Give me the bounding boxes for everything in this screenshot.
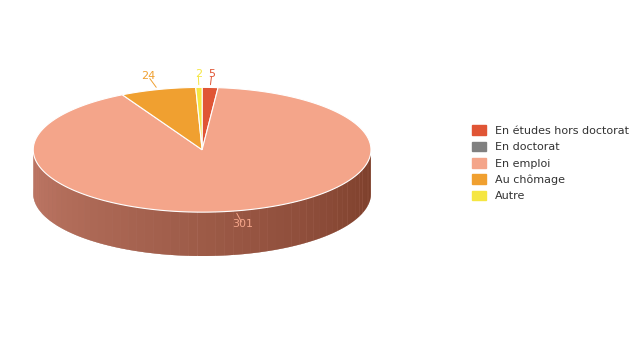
Polygon shape [284,203,292,248]
Polygon shape [136,207,145,252]
Text: 24: 24 [141,71,156,81]
Polygon shape [49,175,52,222]
Text: 301: 301 [232,219,253,230]
Polygon shape [33,88,371,212]
Polygon shape [292,201,299,246]
Polygon shape [276,204,284,250]
Polygon shape [216,211,225,256]
Ellipse shape [33,131,371,256]
Polygon shape [154,209,162,254]
Polygon shape [113,203,120,248]
Polygon shape [42,169,45,216]
Polygon shape [128,206,136,251]
Polygon shape [202,87,218,150]
Polygon shape [98,199,105,245]
Polygon shape [234,210,242,255]
Polygon shape [314,194,320,241]
Polygon shape [362,166,365,213]
Polygon shape [67,187,72,234]
Polygon shape [84,194,91,241]
Polygon shape [326,190,332,236]
Legend: En études hors doctorat, En doctorat, En emploi, Au chômage, Autre: En études hors doctorat, En doctorat, En… [468,121,633,206]
Polygon shape [33,150,371,256]
Polygon shape [34,156,35,204]
Polygon shape [162,210,171,255]
Polygon shape [33,153,34,200]
Polygon shape [348,178,352,225]
Text: 2: 2 [195,69,202,79]
Polygon shape [196,87,202,150]
Polygon shape [360,169,362,216]
Polygon shape [356,172,360,219]
Polygon shape [338,184,343,231]
Polygon shape [78,192,84,238]
Polygon shape [122,87,202,150]
Polygon shape [91,197,98,243]
Polygon shape [268,206,276,251]
Polygon shape [45,172,49,219]
Polygon shape [307,197,314,243]
Polygon shape [332,187,338,234]
Polygon shape [207,212,216,256]
Polygon shape [72,190,78,236]
Polygon shape [37,163,39,210]
Polygon shape [35,160,37,207]
Text: 5: 5 [209,69,215,79]
Polygon shape [299,199,307,245]
Polygon shape [180,211,189,256]
Polygon shape [120,204,128,250]
Polygon shape [171,211,180,255]
Polygon shape [52,178,56,225]
Polygon shape [198,212,207,256]
Polygon shape [56,182,61,228]
Polygon shape [367,160,369,207]
Polygon shape [369,156,370,204]
Polygon shape [251,208,259,253]
Polygon shape [225,211,234,255]
Polygon shape [39,166,42,213]
Polygon shape [343,182,348,228]
Polygon shape [242,209,251,254]
Polygon shape [320,192,326,238]
Polygon shape [365,163,367,210]
Polygon shape [61,184,67,231]
Polygon shape [189,212,198,256]
Polygon shape [352,175,356,222]
Polygon shape [145,208,154,253]
Polygon shape [105,201,113,246]
Polygon shape [370,153,371,200]
Polygon shape [259,207,268,252]
